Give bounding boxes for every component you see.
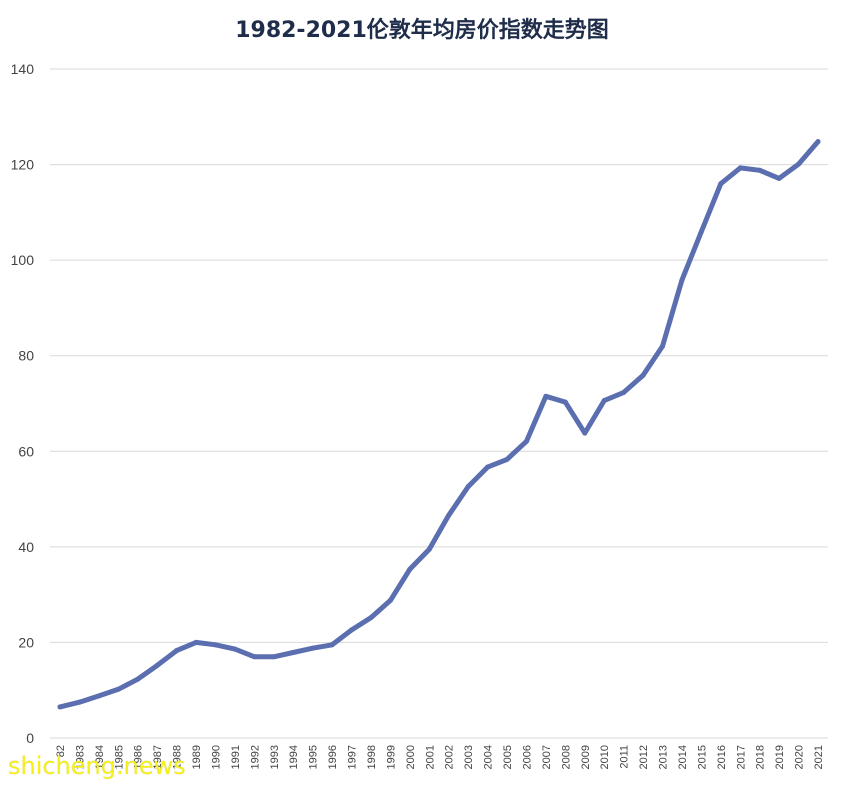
data-point-1989 xyxy=(193,639,199,645)
x-tick-label: 1988 xyxy=(172,745,184,769)
data-point-2016 xyxy=(718,181,724,187)
y-tick-label: 80 xyxy=(18,348,34,364)
x-tick-label: 2010 xyxy=(599,745,611,769)
data-point-1993 xyxy=(271,654,277,660)
data-point-2021 xyxy=(815,139,821,145)
x-tick-label: 2008 xyxy=(560,745,572,769)
data-point-2012 xyxy=(640,372,646,378)
data-point-2014 xyxy=(679,277,685,283)
x-tick-label: 1989 xyxy=(191,745,203,769)
data-point-2002 xyxy=(446,512,452,518)
x-tick-label: 1996 xyxy=(327,745,339,769)
x-tick-label: 2002 xyxy=(444,745,456,769)
data-point-2013 xyxy=(660,343,666,349)
y-tick-label: 140 xyxy=(11,61,35,77)
x-tick-label: 2013 xyxy=(658,745,670,769)
data-point-1986 xyxy=(135,676,141,682)
x-tick-label: 2016 xyxy=(716,745,728,769)
data-point-2001 xyxy=(426,546,432,552)
x-tick-label: 2011 xyxy=(619,745,631,769)
data-point-1982 xyxy=(57,704,63,710)
y-tick-label: 120 xyxy=(11,157,35,173)
x-tick-label: 1994 xyxy=(288,745,300,769)
x-tick-label: 2018 xyxy=(755,745,767,769)
x-axis-ticks: 82 1983 1984 1985 1986 1987 1988 1989 1990 1991 19… xyxy=(55,745,825,769)
x-tick-label: 1995 xyxy=(308,745,320,769)
x-tick-label: 2007 xyxy=(541,745,553,769)
data-point-1984 xyxy=(96,693,102,699)
data-point-1996 xyxy=(329,642,335,648)
y-tick-label: 60 xyxy=(18,443,34,459)
chart-title: 1982-2021伦敦年均房价指数走势图 xyxy=(235,18,609,43)
data-point-2004 xyxy=(485,464,491,470)
x-tick-label: 1984 xyxy=(94,745,106,769)
x-tick-label: 1985 xyxy=(113,745,125,769)
data-point-2000 xyxy=(407,566,413,572)
data-point-2010 xyxy=(601,398,607,404)
data-point-2008 xyxy=(562,399,568,405)
data-point-1985 xyxy=(115,686,121,692)
x-tick-label: 2017 xyxy=(735,745,747,769)
x-tick-label: 2003 xyxy=(463,745,475,769)
data-point-1994 xyxy=(290,649,296,655)
x-tick-label: 2005 xyxy=(502,745,514,769)
data-point-2015 xyxy=(698,228,704,234)
data-point-2017 xyxy=(737,165,743,171)
data-point-2020 xyxy=(796,161,802,167)
data-point-2007 xyxy=(543,393,549,399)
x-tick-label: 2006 xyxy=(521,745,533,769)
y-tick-label: 40 xyxy=(18,539,34,555)
x-tick-label: 1998 xyxy=(366,745,378,769)
grid-lines xyxy=(50,68,828,739)
x-tick-label: 1987 xyxy=(152,745,164,769)
x-tick-label: 1992 xyxy=(249,745,261,769)
x-tick-label: 1990 xyxy=(210,745,222,769)
data-point-1995 xyxy=(310,645,316,651)
x-tick-label: 2014 xyxy=(677,745,689,769)
series-line xyxy=(57,139,821,710)
watermark: shicheng.news xyxy=(8,752,186,780)
y-tick-label: 100 xyxy=(11,252,35,268)
x-tick-label: 1997 xyxy=(347,745,359,769)
data-point-2018 xyxy=(757,167,763,173)
data-point-1990 xyxy=(212,642,218,648)
x-tick-label: 2009 xyxy=(580,745,592,769)
data-point-2006 xyxy=(523,438,529,444)
x-tick-label: 1993 xyxy=(269,745,281,769)
data-point-1998 xyxy=(368,615,374,621)
x-tick-label: 1983 xyxy=(74,745,86,769)
x-tick-label: 2020 xyxy=(794,745,806,769)
data-point-1991 xyxy=(232,646,238,652)
x-tick-label: 2004 xyxy=(483,745,495,769)
x-tick-label: 2012 xyxy=(638,745,650,769)
y-axis-ticks: 0 20 40 60 80 100 120 140 xyxy=(11,61,35,746)
data-point-1983 xyxy=(76,699,82,705)
data-point-2009 xyxy=(582,430,588,436)
x-tick-label: 1991 xyxy=(230,745,242,769)
x-tick-label: 1999 xyxy=(385,745,397,769)
data-point-1988 xyxy=(174,648,180,654)
x-tick-label: 2001 xyxy=(424,745,436,769)
x-tick-label: 2019 xyxy=(774,745,786,769)
x-tick-label: 1986 xyxy=(133,745,145,769)
x-tick-label: 2021 xyxy=(813,745,825,769)
y-tick-label: 20 xyxy=(18,634,34,650)
data-point-1992 xyxy=(251,654,257,660)
data-point-2003 xyxy=(465,484,471,490)
x-tick-label: 2015 xyxy=(696,745,708,769)
data-point-1987 xyxy=(154,662,160,668)
data-point-2019 xyxy=(776,175,782,181)
data-point-2005 xyxy=(504,456,510,462)
y-tick-label: 0 xyxy=(26,730,34,746)
data-point-1999 xyxy=(387,597,393,603)
x-tick-label: 2000 xyxy=(405,745,417,769)
data-point-1997 xyxy=(349,627,355,633)
x-tick-label: 82 xyxy=(55,745,67,757)
series-layer xyxy=(57,139,821,710)
data-point-2011 xyxy=(621,390,627,396)
